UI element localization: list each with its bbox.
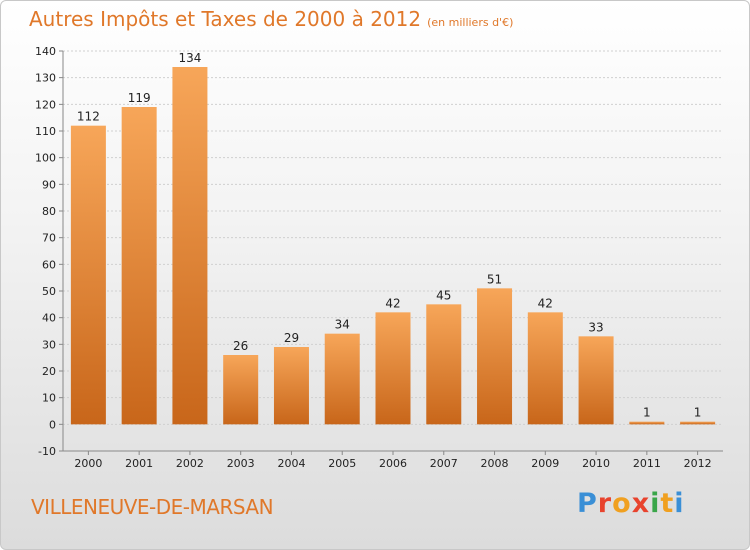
data-label: 112 (77, 110, 100, 124)
data-label: 1 (643, 406, 651, 420)
x-tick-label: 2007 (430, 457, 458, 470)
y-tick-label: 90 (42, 178, 56, 191)
data-label: 33 (588, 320, 603, 334)
y-tick-label: 130 (35, 72, 56, 85)
bar (477, 288, 513, 425)
city-name: VILLENEUVE-DE-MARSAN (31, 495, 274, 519)
data-label: 34 (335, 318, 350, 332)
axis-layer: -10 0 10 20 30 40 50 60 70 80 90 100 110 120 130 140 200… (35, 45, 723, 470)
y-tick-label: 40 (42, 312, 56, 325)
x-tick-label: 2003 (227, 457, 255, 470)
y-tick-label: -10 (38, 445, 56, 458)
x-tick-label: 2012 (684, 457, 712, 470)
data-label: 134 (178, 51, 201, 65)
bar (629, 421, 665, 425)
bar (527, 312, 563, 425)
bar (172, 67, 208, 425)
x-tick-label: 2010 (582, 457, 610, 470)
bar (70, 125, 106, 425)
x-tick-label: 2005 (328, 457, 356, 470)
y-tick-label: 30 (42, 338, 56, 351)
y-tick-label: 120 (35, 98, 56, 111)
y-tick-label: 140 (35, 45, 56, 58)
proxiti-logo: Proxiti (577, 488, 685, 519)
y-tick-label: 110 (35, 125, 56, 138)
x-tick-label: 2006 (379, 457, 407, 470)
data-label: 45 (436, 288, 451, 302)
x-tick-label: 2002 (176, 457, 204, 470)
y-tick-label: 100 (35, 152, 56, 165)
bar (578, 336, 614, 425)
y-tick-label: 70 (42, 232, 56, 245)
x-tick-label: 2001 (125, 457, 153, 470)
logo-letter: P (577, 488, 598, 519)
data-label: 119 (128, 91, 151, 105)
x-tick-label: 2011 (633, 457, 661, 470)
logo-letter: r (597, 488, 613, 519)
y-tick-label: 20 (42, 365, 56, 378)
logo-letter: t (660, 488, 675, 519)
data-label-layer: 112 119 134 26 29 34 42 45 51 42 33 1 1 (77, 51, 702, 420)
bar (223, 355, 259, 425)
bar-layer (70, 67, 716, 425)
data-label: 42 (538, 296, 553, 310)
y-tick-label: 50 (42, 285, 56, 298)
y-tick-label: 10 (42, 392, 56, 405)
data-label: 29 (284, 331, 299, 345)
bar (426, 304, 462, 425)
x-tick-label: 2004 (277, 457, 305, 470)
logo-letter: x (631, 488, 651, 519)
bar (121, 107, 157, 425)
data-label: 51 (487, 272, 502, 286)
bar (680, 421, 716, 425)
y-tick-label: 60 (42, 258, 56, 271)
data-label: 26 (233, 339, 248, 353)
y-tick-label: 80 (42, 205, 56, 218)
bar (375, 312, 411, 425)
data-label: 1 (694, 406, 702, 420)
logo-letter: o (612, 488, 632, 519)
bar (273, 347, 309, 425)
y-tick-label: 0 (49, 418, 56, 431)
logo-letter: i (650, 488, 661, 519)
chart-title-text: Autres Impôts et Taxes de 2000 à 2012 (29, 7, 422, 31)
chart-title: Autres Impôts et Taxes de 2000 à 2012 (en… (29, 7, 513, 31)
bar (324, 333, 360, 425)
x-tick-label: 2008 (481, 457, 509, 470)
x-tick-label: 2009 (531, 457, 559, 470)
data-label: 42 (385, 296, 400, 310)
logo-letter: i (674, 488, 685, 519)
x-tick-label: 2000 (74, 457, 102, 470)
chart-subtitle: (en milliers d'€) (427, 16, 514, 29)
